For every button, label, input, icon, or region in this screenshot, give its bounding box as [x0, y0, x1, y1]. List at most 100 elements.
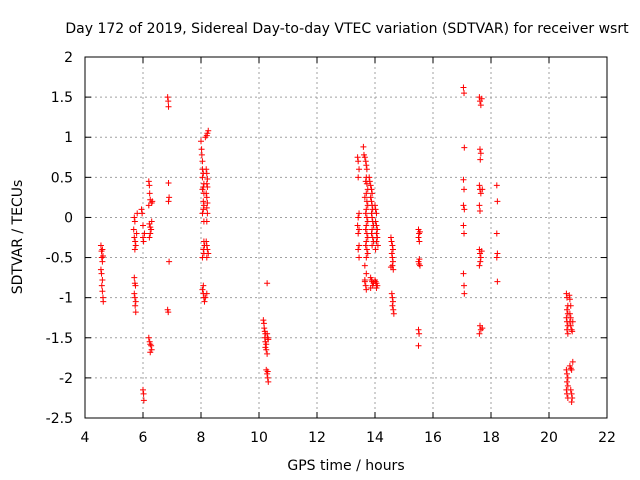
data-point: [476, 182, 483, 189]
data-point: [566, 310, 573, 317]
data-point: [132, 238, 139, 245]
data-point: [461, 290, 468, 297]
data-point: [141, 230, 148, 237]
data-point: [261, 325, 268, 332]
x-tick-label: 18: [482, 430, 500, 446]
data-point: [373, 230, 380, 237]
data-point: [205, 127, 212, 134]
data-point: [131, 218, 138, 225]
data-point: [355, 174, 362, 181]
data-point: [131, 214, 138, 221]
data-point: [164, 94, 171, 101]
data-point: [373, 210, 380, 217]
y-tick-label: -0.5: [46, 251, 73, 267]
data-point: [362, 242, 369, 249]
data-point: [366, 178, 373, 185]
data-point: [356, 254, 363, 261]
data-point: [387, 264, 394, 271]
data-point: [200, 198, 207, 205]
data-point: [356, 226, 363, 233]
data-point: [461, 90, 468, 97]
data-point: [98, 270, 105, 277]
data-point: [368, 186, 375, 193]
data-point: [149, 198, 156, 205]
data-point: [146, 190, 153, 197]
data-point: [200, 206, 207, 213]
data-point: [415, 234, 422, 241]
data-points: [97, 84, 576, 405]
data-point: [367, 182, 374, 189]
data-point: [265, 378, 272, 385]
data-point: [372, 202, 378, 209]
data-point: [204, 175, 211, 182]
data-point: [363, 286, 370, 293]
data-point: [416, 256, 423, 263]
data-point: [477, 156, 484, 163]
data-point: [363, 238, 370, 245]
data-point: [388, 290, 395, 297]
data-point: [367, 194, 374, 201]
data-point: [389, 302, 396, 309]
data-point: [477, 258, 484, 265]
data-point: [362, 158, 369, 165]
data-point: [140, 397, 147, 404]
data-point: [364, 250, 371, 257]
data-point: [147, 349, 154, 356]
data-point: [203, 218, 210, 225]
data-point: [416, 262, 423, 269]
data-point: [99, 258, 106, 265]
data-point: [387, 234, 394, 241]
data-point: [569, 328, 576, 335]
data-point: [356, 242, 363, 249]
data-point: [373, 285, 380, 292]
data-point: [99, 277, 106, 284]
data-point: [367, 285, 374, 292]
x-tick-label: 22: [598, 430, 616, 446]
data-point: [140, 222, 146, 229]
data-point: [166, 194, 173, 201]
data-point: [202, 294, 209, 301]
data-point: [416, 330, 423, 337]
data-point: [264, 368, 271, 375]
y-axis-label: SDTVAR / TECUs: [10, 180, 26, 295]
data-point: [146, 234, 153, 241]
data-point: [389, 258, 396, 265]
data-point: [355, 158, 362, 165]
data-point: [369, 190, 376, 197]
data-point: [461, 230, 468, 237]
data-point: [362, 282, 369, 289]
data-point: [145, 334, 152, 341]
data-point: [477, 150, 484, 157]
data-point: [494, 198, 501, 205]
x-tick-label: 14: [366, 430, 384, 446]
data-point: [132, 309, 139, 316]
data-point: [461, 186, 468, 193]
y-tick-label: 0: [64, 210, 73, 226]
data-point: [165, 103, 172, 110]
y-tick-label: 1.5: [51, 90, 73, 106]
data-point: [568, 366, 575, 373]
data-point: [388, 238, 395, 245]
data-point: [140, 386, 146, 393]
data-point: [361, 262, 368, 269]
data-point: [567, 302, 574, 309]
data-point: [415, 342, 422, 349]
data-point: [363, 246, 370, 253]
data-point: [460, 202, 467, 209]
data-point: [140, 390, 147, 397]
data-point: [203, 238, 210, 245]
data-point: [363, 206, 370, 213]
data-point: [198, 151, 205, 158]
data-point: [204, 183, 211, 190]
data-point: [494, 250, 501, 257]
data-point: [360, 143, 367, 150]
data-point: [203, 180, 210, 187]
data-point: [369, 214, 376, 221]
data-point: [362, 210, 369, 217]
data-point: [355, 230, 362, 237]
data-point: [566, 292, 573, 299]
data-point: [563, 306, 570, 313]
data-point: [354, 154, 361, 161]
data-point: [493, 230, 500, 237]
data-point: [366, 174, 373, 181]
